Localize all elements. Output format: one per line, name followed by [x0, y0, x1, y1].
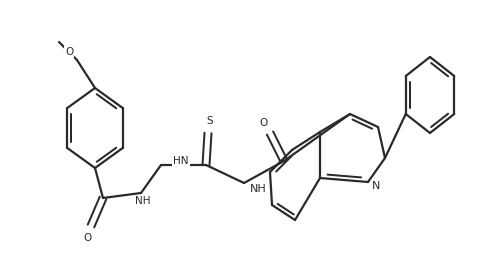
- Text: O: O: [260, 118, 268, 128]
- Text: O: O: [65, 47, 73, 57]
- Text: S: S: [207, 116, 213, 126]
- Text: N: N: [372, 181, 380, 191]
- Text: NH: NH: [250, 184, 267, 194]
- Text: O: O: [83, 233, 91, 243]
- Text: NH: NH: [135, 196, 151, 206]
- Text: HN: HN: [173, 156, 189, 166]
